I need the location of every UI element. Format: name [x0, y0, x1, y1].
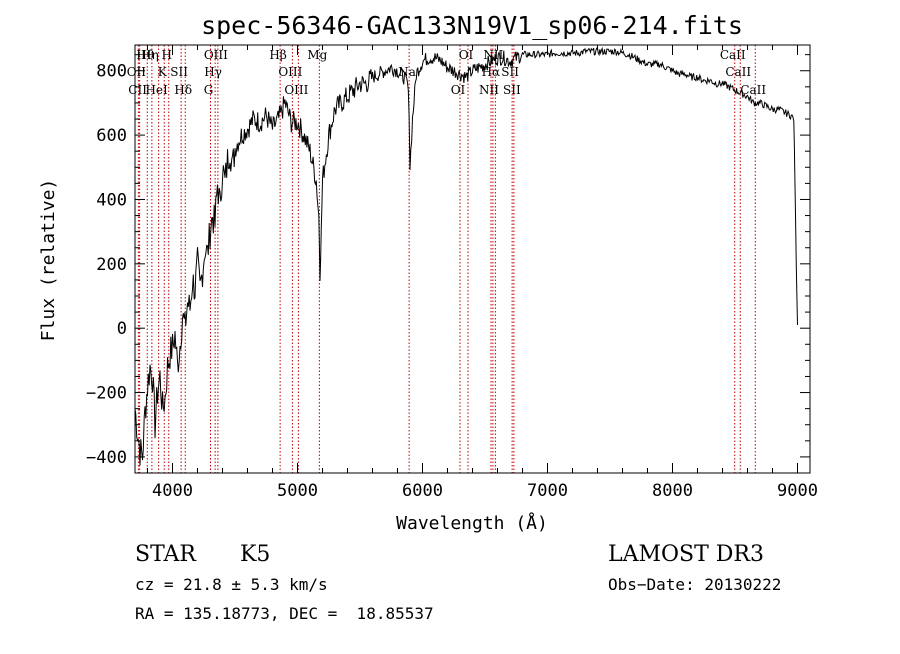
y-axis-ticks: −400 −200 0 200 400 600 800 — [86, 54, 810, 468]
emission-line-label: SII — [170, 65, 188, 79]
x-axis-label: Wavelength (Å) — [396, 512, 548, 534]
y-tick-label: 200 — [96, 255, 127, 275]
emission-line-label: Hθ — [136, 48, 154, 62]
emission-line-label: CII — [128, 83, 147, 97]
y-tick-label: 600 — [96, 126, 127, 146]
emission-line-label: H — [162, 48, 172, 62]
emission-line-label: Hα — [482, 65, 501, 79]
emission-line-label: OIII — [204, 48, 228, 62]
redshift-velocity: cz = 21.8 ± 5.3 km/s — [135, 575, 328, 594]
emission-line-label: G — [204, 83, 214, 97]
emission-line-label: Hη — [141, 48, 159, 62]
ra-dec: RA = 135.18773, DEC = 18.85537 — [135, 604, 434, 623]
emission-line-label: Mg — [307, 48, 327, 62]
plot-frame — [134, 44, 811, 474]
object-subclass: K5 — [240, 542, 270, 567]
emission-line-label: SII — [501, 65, 519, 79]
x-axis-ticks: 4000 5000 6000 7000 8000 9000 — [147, 45, 818, 501]
x-tick-label: 9000 — [777, 481, 818, 501]
emission-line-label: Hδ — [174, 83, 192, 97]
emission-line-label: CaII — [740, 83, 766, 97]
spectrum-line — [134, 46, 798, 466]
emission-line-label: CaII — [725, 65, 751, 79]
emission-line-label: NII — [479, 83, 499, 97]
object-class: STAR — [135, 542, 197, 567]
emission-line-label: OI — [451, 83, 466, 97]
emission-line-label: Hγ — [204, 65, 222, 79]
x-tick-label: 5000 — [277, 481, 318, 501]
emission-line-label: SII — [503, 83, 521, 97]
x-tick-label: 6000 — [402, 481, 443, 501]
y-tick-label: 400 — [96, 190, 127, 210]
emission-line-label: CaII — [720, 48, 746, 62]
emission-line-label: Hβ — [269, 48, 286, 62]
x-tick-label: 8000 — [652, 481, 693, 501]
y-tick-label: 0 — [117, 319, 127, 339]
emission-line-label: OI — [459, 48, 474, 62]
emission-line-markers — [137, 45, 756, 473]
emission-line-label: OII — [127, 65, 147, 79]
observation-date: Obs−Date: 20130222 — [608, 575, 781, 594]
y-tick-label: −200 — [86, 384, 127, 404]
emission-line-label: HeI — [145, 83, 168, 97]
y-axis-label: Flux (relative) — [38, 179, 59, 342]
emission-line-label: K — [158, 65, 168, 79]
survey-name: LAMOST DR3 — [608, 542, 764, 567]
chart-title: spec-56346-GAC133N19V1_sp06-214.fits — [201, 11, 743, 40]
x-tick-label: 4000 — [152, 481, 193, 501]
y-tick-label: 800 — [96, 62, 127, 82]
emission-line-label: OIII — [278, 65, 302, 79]
emission-line-label: OIII — [284, 83, 308, 97]
emission-line-labels: Hθ OII CII Hη K HeI H SII Hδ OIII Hγ G Hβ OIII OIII Mg N… — [127, 48, 767, 97]
y-tick-label: −400 — [86, 448, 127, 468]
x-tick-label: 7000 — [527, 481, 568, 501]
